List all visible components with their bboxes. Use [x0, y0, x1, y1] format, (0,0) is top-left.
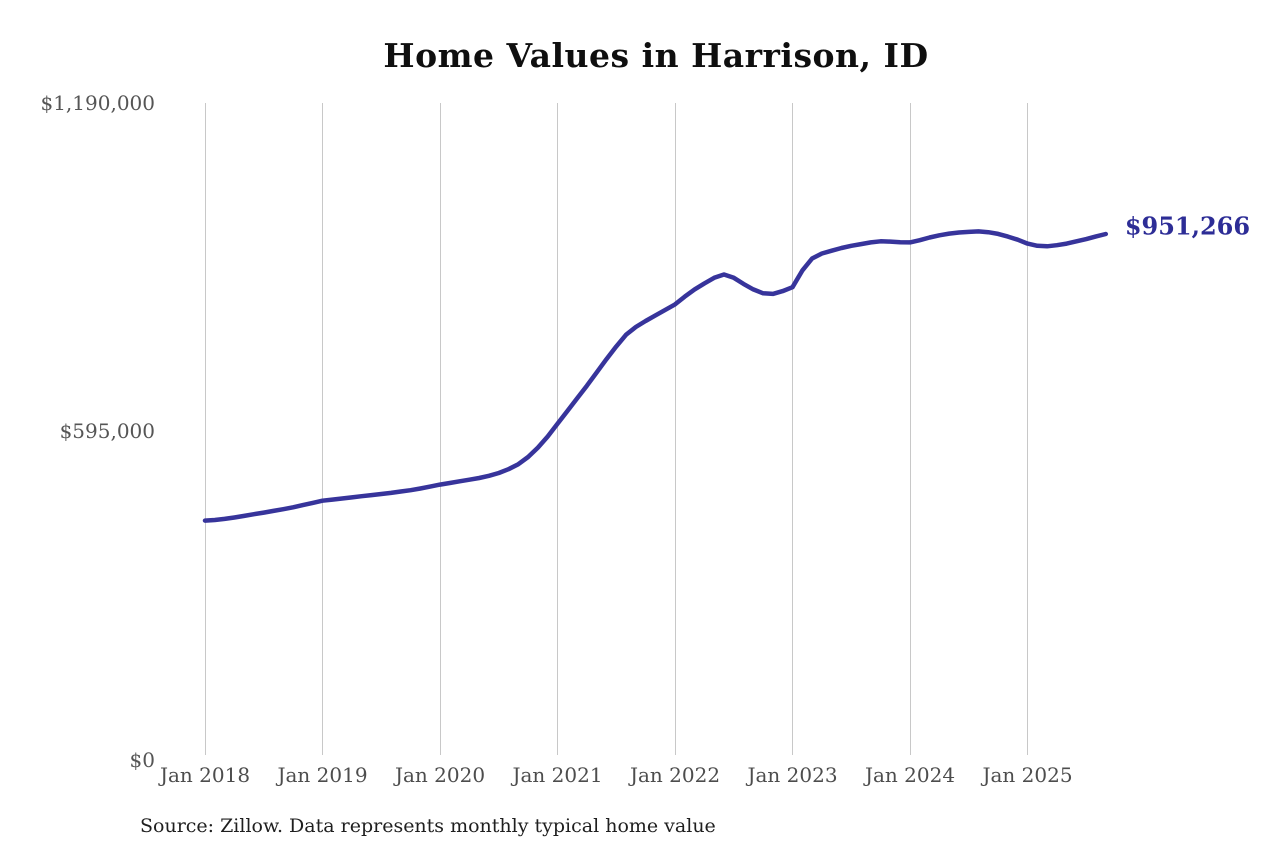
year-gridline — [674, 103, 676, 755]
x-axis-tick-label: Jan 2021 — [512, 763, 603, 787]
x-axis-tick-label: Jan 2020 — [394, 763, 486, 787]
x-axis-tick-label: Jan 2019 — [277, 763, 368, 787]
chart-title: Home Values in Harrison, ID — [383, 36, 929, 75]
year-gridline — [792, 103, 793, 755]
year-gridline — [909, 103, 911, 755]
y-axis-tick-label-max: $1,190,000 — [40, 91, 155, 115]
latest-value-label: $951,266 — [1124, 211, 1251, 241]
x-axis-tick-label: Jan 2018 — [159, 763, 251, 787]
year-gridline — [1027, 103, 1028, 755]
year-gridline — [557, 103, 558, 755]
x-axis-tick-label: Jan 2025 — [982, 763, 1073, 787]
year-gridline — [439, 103, 441, 755]
source-note: Source: Zillow. Data represents monthly … — [140, 815, 716, 837]
y-axis-tick-label-mid: $595,000 — [59, 419, 155, 443]
x-axis-tick-label: Jan 2024 — [864, 763, 956, 787]
year-gridline — [322, 103, 323, 755]
x-axis-tick-label: Jan 2023 — [747, 763, 838, 787]
value-line-series — [202, 229, 1109, 523]
x-axis-tick-label: Jan 2022 — [629, 763, 721, 787]
y-axis-tick-label-zero: $0 — [129, 748, 155, 772]
year-gridline — [204, 103, 206, 755]
